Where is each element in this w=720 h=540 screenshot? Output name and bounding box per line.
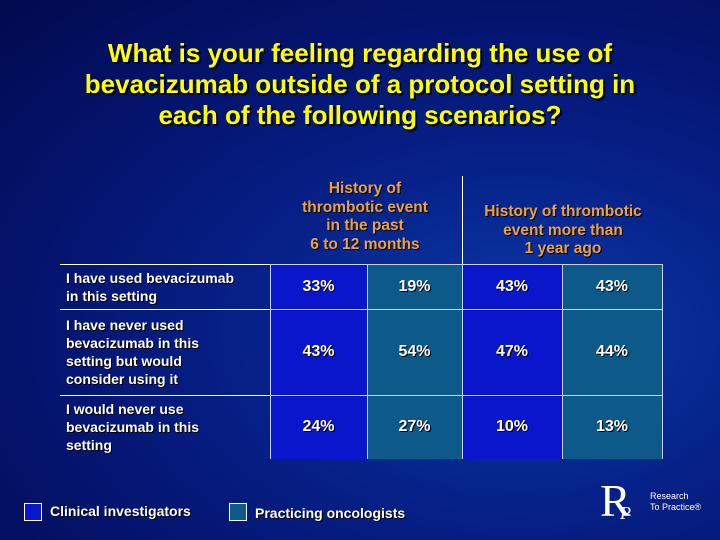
title-line-3: each of the following scenarios? xyxy=(158,100,562,130)
logo-text-line: Research xyxy=(650,491,689,501)
table-grid-line xyxy=(270,309,662,310)
column-header-6-12-months: History of thrombotic event in the past … xyxy=(270,180,460,254)
column-header-line: History of xyxy=(328,180,402,197)
cell-would-consider-practicing-6-12: 54% xyxy=(367,309,462,395)
research-to-practice-logo-text: Research To Practice® xyxy=(650,491,701,513)
table-grid-line xyxy=(270,395,662,396)
row-separator xyxy=(60,264,270,265)
legend-label-practicing: Practicing oncologists xyxy=(255,505,406,521)
cell-would-consider-practicing-1-year: 44% xyxy=(562,309,662,395)
cell-would-consider-clinical-6-12: 43% xyxy=(270,309,367,395)
cell-never-use-practicing-6-12: 27% xyxy=(367,395,462,459)
row-label-line: bevacizumab in this xyxy=(66,335,200,351)
row-label-used: I have used bevacizumab in this setting xyxy=(66,269,266,305)
row-separator xyxy=(60,309,270,310)
row-label-never-used-would-consider: I have never used bevacizumab in this se… xyxy=(66,316,266,388)
row-label-line: setting but would xyxy=(66,353,182,369)
column-header-line: History of thrombotic xyxy=(484,203,642,220)
title-line-1: What is your feeling regarding the use o… xyxy=(107,38,613,68)
row-label-line: I would never use xyxy=(66,401,184,417)
row-label-line: I have never used xyxy=(66,317,184,333)
column-header-line: thrombotic event xyxy=(302,198,428,216)
research-to-practice-logo-r: R xyxy=(600,475,631,526)
table-grid-line xyxy=(462,264,463,459)
cell-would-consider-clinical-1-year: 47% xyxy=(462,309,562,395)
row-label-line: I have used bevacizumab xyxy=(66,270,235,286)
table-grid-line xyxy=(270,264,662,265)
title-line-2: bevacizumab outside of a protocol settin… xyxy=(84,69,636,99)
row-label-line: setting xyxy=(66,437,112,453)
legend-swatch-clinical xyxy=(24,503,42,521)
table-grid-line xyxy=(562,264,563,459)
row-label-line: bevacizumab in this xyxy=(66,419,200,435)
column-header-line: 6 to 12 months xyxy=(310,235,420,253)
cell-used-clinical-6-12: 33% xyxy=(270,264,367,309)
legend-swatch-practicing xyxy=(229,503,247,521)
row-label-line: consider using it xyxy=(66,371,179,387)
table-grid-line xyxy=(662,264,663,459)
research-to-practice-logo-p: P xyxy=(620,503,631,523)
row-label-line: in this setting xyxy=(66,288,157,304)
legend-label-clinical: Clinical investigators xyxy=(50,503,191,519)
logo-text-line: To Practice® xyxy=(650,502,702,512)
slide-title: What is your feeling regarding the use o… xyxy=(40,38,680,131)
column-header-line: 1 year ago xyxy=(524,240,602,257)
cell-used-practicing-1-year: 43% xyxy=(562,264,662,309)
column-header-more-than-1-year: History of thrombotic event more than 1 … xyxy=(464,203,662,259)
column-header-line: event more than xyxy=(503,221,623,239)
row-label-would-never-use: I would never use bevacizumab in this se… xyxy=(66,400,266,454)
cell-used-practicing-6-12: 19% xyxy=(367,264,462,309)
cell-never-use-clinical-1-year: 10% xyxy=(462,395,562,459)
cell-never-use-practicing-1-year: 13% xyxy=(562,395,662,459)
cell-never-use-clinical-6-12: 24% xyxy=(270,395,367,459)
table-grid-line xyxy=(270,264,271,459)
cell-used-clinical-1-year: 43% xyxy=(462,264,562,309)
row-separator xyxy=(60,395,270,396)
table-grid-line xyxy=(367,264,368,459)
column-header-line: in the past xyxy=(326,217,404,234)
column-divider xyxy=(462,176,463,264)
